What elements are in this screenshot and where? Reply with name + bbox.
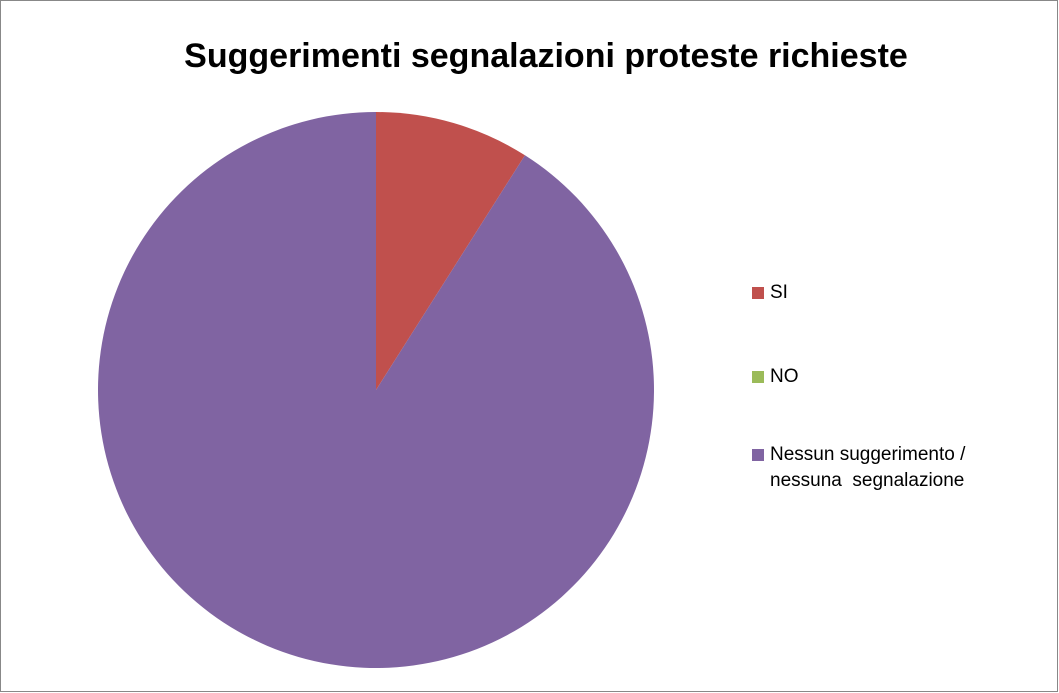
legend-label: SI	[770, 282, 788, 303]
legend-item: NO	[752, 364, 1020, 390]
legend-swatch	[752, 449, 764, 461]
chart-title: Suggerimenti segnalazioni proteste richi…	[184, 37, 908, 75]
legend-item: SI	[752, 280, 1020, 306]
legend-item: Nessun suggerimento / nessuna segnalazio…	[752, 442, 1020, 494]
legend-label: NO	[770, 366, 799, 387]
pie-slice	[376, 112, 525, 390]
legend-swatch	[752, 287, 764, 299]
legend-label: Nessun suggerimento / nessuna segnalazio…	[770, 444, 971, 491]
legend-swatch	[752, 371, 764, 383]
pie-slice	[97, 112, 654, 668]
